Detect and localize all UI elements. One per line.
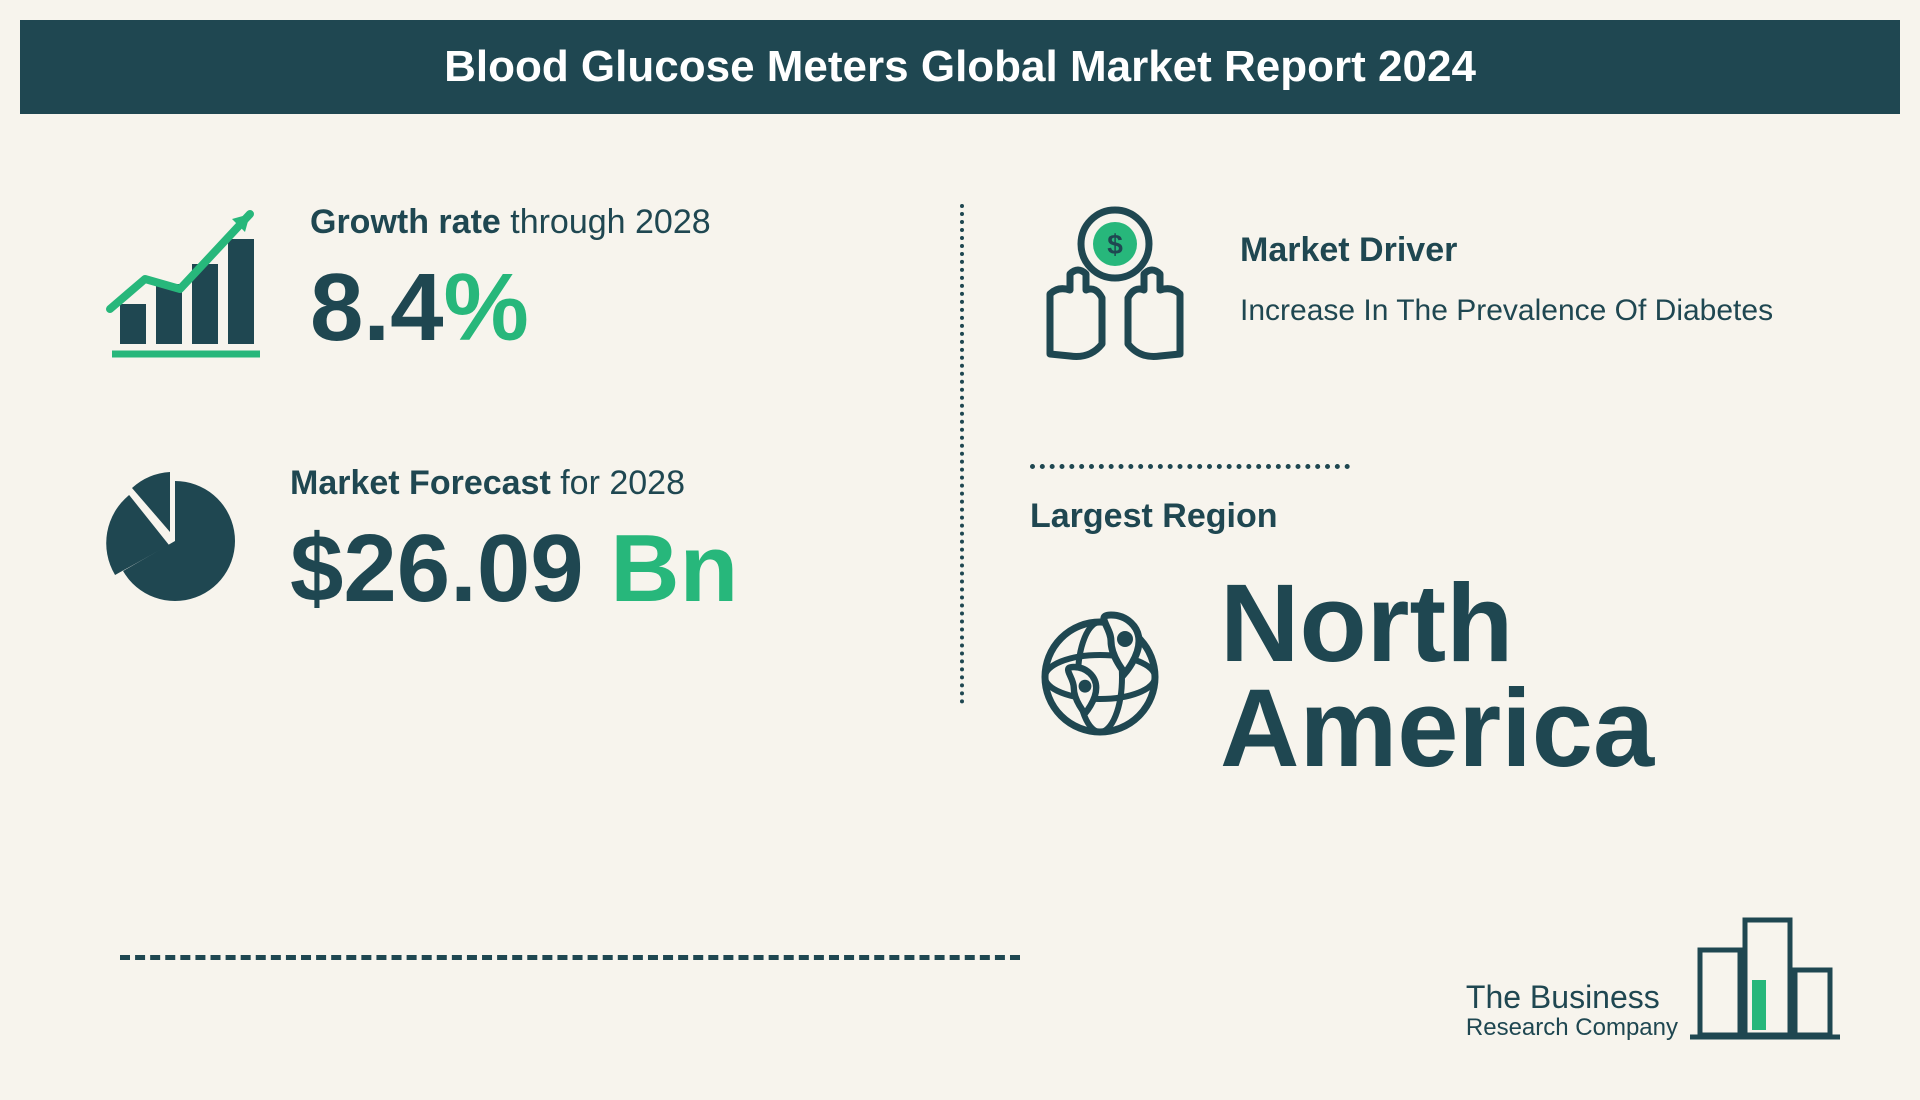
driver-text: Increase In The Prevalence Of Diabetes xyxy=(1240,294,1773,328)
logo-line1: The Business xyxy=(1466,981,1678,1015)
market-driver-block: $ Market Driver Increase In The Prevalen… xyxy=(1030,194,1820,364)
growth-rate-block: Growth rate through 2028 8.4% xyxy=(100,194,890,364)
market-forecast-block: Market Forecast for 2028 $26.09 Bn xyxy=(100,464,890,617)
largest-region-block: Largest Region xyxy=(1030,464,1820,781)
horizontal-dotted-divider xyxy=(1030,464,1350,469)
hands-coin-icon: $ xyxy=(1030,194,1200,364)
pie-chart-icon xyxy=(100,466,250,616)
driver-label: Market Driver xyxy=(1240,231,1773,270)
left-column: Growth rate through 2028 8.4% xyxy=(100,194,950,781)
growth-label: Growth rate through 2028 xyxy=(310,203,711,242)
forecast-label: Market Forecast for 2028 xyxy=(290,464,738,503)
logo-buildings-icon xyxy=(1690,910,1840,1040)
region-label: Largest Region xyxy=(1030,497,1820,536)
content-area: Growth rate through 2028 8.4% xyxy=(0,114,1920,781)
report-title: Blood Glucose Meters Global Market Repor… xyxy=(444,42,1476,91)
bottom-dashed-line xyxy=(120,955,1020,960)
svg-text:$: $ xyxy=(1107,229,1123,260)
logo-line2: Research Company xyxy=(1466,1015,1678,1040)
region-value: North America xyxy=(1220,572,1654,781)
growth-chart-icon xyxy=(100,194,270,364)
right-column: $ Market Driver Increase In The Prevalen… xyxy=(950,194,1820,781)
globe-pin-icon xyxy=(1030,597,1180,747)
title-bar: Blood Glucose Meters Global Market Repor… xyxy=(20,20,1900,114)
vertical-dotted-divider xyxy=(960,204,964,704)
growth-value: 8.4% xyxy=(310,260,711,356)
forecast-value: $26.09 Bn xyxy=(290,521,738,617)
company-logo: The Business Research Company xyxy=(1466,910,1840,1040)
